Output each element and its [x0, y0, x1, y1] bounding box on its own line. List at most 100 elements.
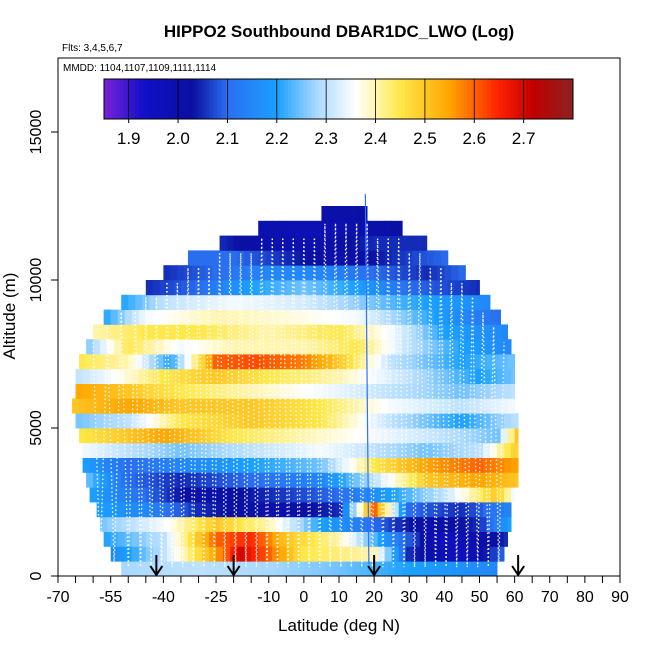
heatmap-cell [86, 354, 94, 370]
heatmap-cell [212, 516, 220, 532]
heatmap-cell [300, 531, 308, 547]
heatmap-cell [416, 561, 424, 577]
heatmap-cell [405, 487, 414, 503]
heatmap-cell [342, 250, 350, 266]
heatmap-cell [360, 339, 368, 355]
heatmap-cell [500, 516, 508, 532]
heatmap-cell [412, 457, 421, 473]
colorbar-slice [408, 79, 414, 119]
heatmap-cell [486, 428, 494, 444]
heatmap-cell [219, 324, 227, 340]
heatmap-cell [89, 368, 98, 384]
heatmap-cell [370, 546, 379, 562]
heatmap-cell [475, 442, 484, 458]
heatmap-cell [367, 398, 375, 414]
heatmap-cell [300, 413, 308, 429]
heatmap-cell [268, 428, 277, 444]
heatmap-cell [454, 502, 463, 518]
heatmap-cell [409, 235, 417, 251]
heatmap-cell [121, 472, 129, 488]
heatmap-cell [472, 398, 480, 414]
heatmap-cell [321, 383, 329, 399]
heatmap-cell [346, 561, 354, 577]
heatmap-cell [251, 383, 259, 399]
marker-arrows [149, 555, 525, 577]
heatmap-cell [223, 457, 231, 473]
heatmap-cell [233, 398, 242, 414]
flight-track [303, 238, 316, 568]
heatmap-cell [79, 354, 87, 370]
heatmap-cell [240, 398, 249, 414]
heatmap-cell [388, 294, 396, 310]
heatmap-cell [475, 368, 484, 384]
heatmap-cell [237, 368, 245, 384]
heatmap-cell [230, 531, 238, 547]
colorbar-tick-label: 2.6 [462, 129, 486, 148]
heatmap-cell [205, 428, 213, 444]
colorbar-slice [264, 79, 269, 119]
flight-track [176, 268, 189, 568]
heatmap-cell [381, 398, 389, 414]
heatmap-cell [93, 354, 101, 370]
heatmap-cell [261, 516, 270, 532]
heatmap-cell [131, 442, 140, 458]
heatmap-cell [307, 502, 315, 518]
heatmap-cell [426, 250, 435, 266]
heatmap-cell [493, 324, 501, 340]
heatmap-cell [437, 324, 445, 340]
heatmap-cell [377, 413, 386, 429]
colorbar-slice [381, 79, 386, 119]
heatmap-cell [342, 487, 350, 503]
heatmap-cell [202, 487, 210, 503]
heatmap-cell [216, 531, 224, 547]
heatmap-cell [353, 428, 361, 444]
heatmap-cell [363, 502, 372, 518]
chart-title: HIPPO2 Southbound DBAR1DC_LWO (Log) [164, 22, 514, 41]
heatmap-cell [405, 383, 414, 399]
colorbar-slice [432, 79, 437, 119]
heatmap-cell [377, 531, 386, 547]
heatmap-cell [212, 265, 220, 281]
heatmap-cell [261, 339, 270, 355]
heatmap-cell [173, 531, 182, 547]
heatmap-cell [310, 472, 319, 488]
heatmap-cell [468, 368, 477, 384]
heatmap-cell [367, 339, 375, 355]
colorbar-slice [287, 79, 293, 119]
heatmap-cell [398, 413, 407, 429]
heatmap-cell [300, 442, 308, 458]
heatmap-cell [145, 413, 154, 429]
colorbar-slice [483, 79, 488, 119]
heatmap-cell [202, 250, 210, 266]
colorbar-slice [260, 79, 265, 119]
heatmap-cell [440, 309, 449, 325]
heatmap-cell [360, 516, 368, 532]
heatmap-cell [360, 354, 368, 370]
heatmap-cell [356, 220, 364, 236]
heatmap-cell [268, 294, 277, 310]
heatmap-cell [300, 457, 308, 473]
heatmap-cell [367, 294, 375, 310]
heatmap-cell [416, 472, 424, 488]
heatmap-cell [447, 368, 456, 384]
heatmap-cell [303, 398, 312, 414]
heatmap-cell [409, 354, 417, 370]
heatmap-cell [356, 546, 364, 562]
heatmap-cell [475, 457, 484, 473]
x-tick-label: -55 [99, 589, 122, 606]
colorbar-slice [111, 79, 117, 119]
heatmap-cell [184, 472, 192, 488]
heatmap-cell [321, 250, 329, 266]
heatmap-cell [117, 502, 126, 518]
heatmap-cell [423, 265, 431, 281]
heatmap-cell [286, 309, 294, 325]
heatmap-cell [103, 368, 112, 384]
heatmap-cell [237, 309, 245, 325]
heatmap-cell [216, 442, 224, 458]
x-tick-label: -25 [205, 589, 228, 606]
heatmap-cell [331, 398, 340, 414]
heatmap-cell [282, 294, 291, 310]
heatmap-cell [367, 354, 375, 370]
heatmap-cell [356, 250, 364, 266]
heatmap-cell [349, 413, 357, 429]
